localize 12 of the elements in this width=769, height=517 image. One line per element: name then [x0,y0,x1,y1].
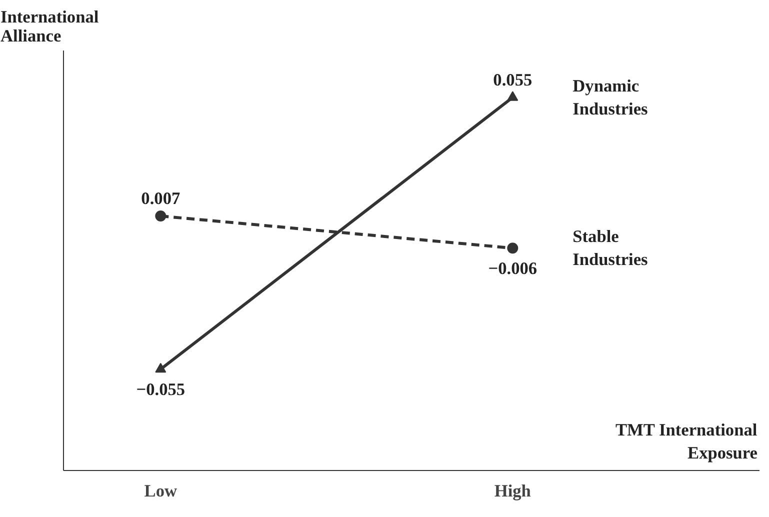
x-axis-title: TMT International Exposure [616,420,758,462]
data-label: 0.055 [493,70,532,90]
data-label: −0.055 [136,380,186,400]
y-axis-title: International Alliance [0,8,99,46]
data-label: 0.007 [141,189,180,208]
text: Stable Industries [572,227,648,270]
point [507,242,518,254]
x-tick-label: High [494,482,532,500]
text: Dynamic Industries [572,76,648,118]
x-tick-label: Low [144,482,178,500]
data-label: −0.006 [488,259,538,278]
point [155,210,166,222]
